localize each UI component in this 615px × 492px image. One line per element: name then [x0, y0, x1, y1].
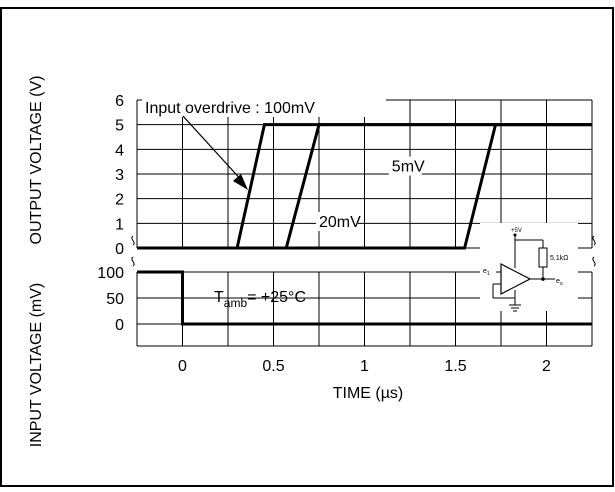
upper-y-tick-label: 2	[115, 192, 124, 209]
upper-y-tick-label: 5	[115, 118, 124, 135]
figure-border	[0, 7, 614, 487]
lower-y-tick-label: 50	[106, 291, 124, 308]
upper-y-ticks: 0 1 2 3 4 5 6	[115, 93, 124, 258]
inset-circuit: +5V 5.1kΩ e1 eo	[480, 223, 578, 312]
opamp-symbol	[500, 263, 532, 295]
annotation-background	[388, 156, 422, 176]
lower-series	[137, 270, 592, 326]
x-tick-label: 1	[360, 358, 369, 375]
axis-break-marks	[131, 235, 596, 267]
upper-y-tick-label: 0	[115, 241, 124, 258]
upper-y-tick-label: 4	[115, 142, 124, 159]
supply-node	[513, 233, 517, 237]
lower-ylabel: INPUT VOLTAGE (mV)	[28, 283, 45, 447]
inset-resistor-label: 5.1kΩ	[550, 255, 568, 262]
inset-input-label: e1	[483, 268, 490, 277]
lower-y-tick-label: 100	[97, 265, 124, 282]
lower-y-tick-label: 0	[115, 317, 124, 334]
lower-y-ticks: 0 50 100	[97, 265, 124, 334]
tamb-annotation: Tamb= +25°C	[214, 289, 306, 310]
x-tick-label: 0.5	[262, 358, 284, 375]
upper-y-tick-label: 1	[115, 216, 124, 233]
upper-series	[137, 123, 592, 250]
input-step-line	[137, 270, 592, 326]
inset-output-label: eo	[556, 278, 563, 287]
x-ticks: 0 0.5 1 1.5 2	[178, 358, 551, 375]
series-line-5mV	[137, 123, 592, 250]
annotation-background	[316, 212, 358, 232]
tamb-sub: amb	[224, 296, 248, 310]
x-axis-title: TIME (µs)	[333, 385, 404, 402]
output-node	[541, 277, 545, 281]
upper-y-tick-label: 3	[115, 167, 124, 184]
tamb-main: T	[214, 289, 224, 306]
series-annotation-5mV: 5mV	[392, 159, 425, 176]
upper-ylabel: OUTPUT VOLTAGE (V)	[28, 76, 45, 245]
legend-arrow	[182, 115, 248, 190]
annotations: 20mV 5mV	[316, 156, 425, 232]
legend-label: Input overdrive : 100mV	[145, 100, 315, 117]
inset-background	[480, 223, 578, 311]
x-tick-label: 1.5	[444, 358, 466, 375]
tamb-rest: = +25°C	[247, 289, 306, 306]
upper-y-tick-label: 6	[115, 93, 124, 110]
inset-supply-label: +5V	[511, 228, 522, 234]
resistor-symbol	[538, 247, 548, 268]
x-tick-label: 0	[178, 358, 187, 375]
series-annotation-20mV: 20mV	[319, 214, 361, 231]
x-tick-label: 2	[542, 358, 551, 375]
legend-background	[142, 97, 386, 117]
